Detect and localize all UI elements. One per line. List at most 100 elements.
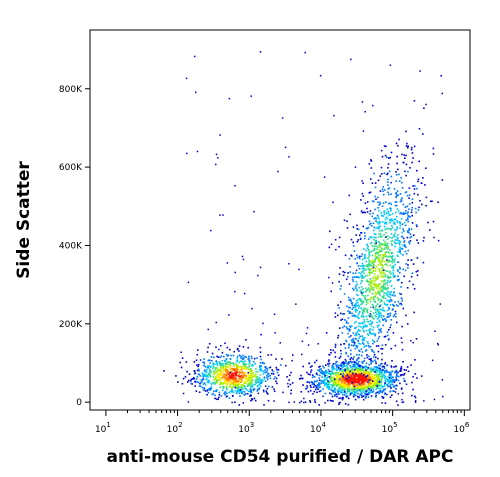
data-point — [257, 392, 260, 395]
data-point — [352, 382, 354, 384]
data-point — [360, 301, 363, 303]
data-point — [328, 387, 330, 389]
data-point — [394, 385, 396, 387]
data-point — [379, 232, 382, 235]
data-point — [329, 392, 331, 394]
data-point — [385, 378, 388, 380]
data-point — [411, 206, 413, 209]
data-point — [250, 381, 253, 383]
data-point — [266, 371, 268, 373]
data-point — [390, 294, 392, 296]
data-point — [369, 320, 372, 322]
data-point — [373, 217, 375, 220]
data-point — [358, 276, 360, 279]
data-point — [374, 374, 376, 376]
data-point — [411, 222, 414, 224]
data-point — [333, 379, 335, 381]
data-point — [371, 259, 374, 262]
data-point — [215, 390, 217, 393]
data-point — [413, 188, 416, 190]
data-point — [386, 309, 389, 312]
data-point — [394, 263, 396, 266]
data-point — [364, 378, 366, 380]
data-point — [388, 202, 390, 205]
data-point — [206, 393, 208, 396]
data-point — [335, 248, 337, 251]
data-point — [365, 350, 367, 352]
data-point — [314, 361, 316, 364]
data-point — [381, 243, 383, 245]
data-point — [363, 319, 366, 321]
data-point — [369, 332, 372, 334]
data-point — [416, 187, 418, 190]
data-point — [217, 157, 219, 159]
data-point — [392, 269, 395, 272]
data-point — [275, 380, 277, 383]
data-point — [361, 271, 363, 273]
data-point — [352, 332, 355, 334]
data-point — [354, 347, 357, 350]
data-point — [249, 369, 251, 372]
data-point — [341, 369, 343, 372]
data-point — [368, 223, 371, 226]
data-point — [316, 373, 319, 376]
data-point — [415, 270, 418, 273]
data-point — [335, 393, 338, 395]
data-point — [222, 214, 224, 216]
data-point — [309, 400, 311, 402]
data-point — [186, 152, 188, 155]
data-point — [235, 368, 237, 371]
data-point — [407, 145, 409, 148]
data-point — [364, 235, 366, 237]
data-point — [259, 365, 261, 367]
data-point — [201, 379, 204, 381]
data-point — [232, 374, 235, 376]
data-point — [374, 333, 376, 335]
data-point — [212, 376, 215, 378]
data-point — [396, 374, 398, 377]
data-point — [356, 345, 359, 347]
data-point — [372, 391, 374, 393]
data-point — [370, 362, 372, 365]
data-point — [335, 371, 338, 374]
data-point — [408, 229, 410, 232]
data-point — [277, 374, 280, 376]
data-point — [384, 371, 386, 373]
data-point — [216, 378, 218, 381]
data-point — [357, 370, 359, 372]
data-point — [380, 250, 382, 253]
data-point — [356, 224, 358, 227]
data-point — [358, 305, 361, 307]
data-point — [246, 379, 248, 381]
data-point — [423, 236, 425, 239]
data-point — [256, 377, 258, 380]
data-point — [367, 281, 369, 283]
data-point — [212, 381, 214, 384]
data-point — [354, 371, 356, 373]
data-point — [391, 226, 394, 229]
data-point — [352, 297, 355, 300]
data-point — [358, 333, 360, 336]
data-point — [381, 205, 384, 207]
data-point — [400, 369, 402, 371]
data-point — [398, 278, 400, 281]
data-point — [374, 283, 377, 286]
data-point — [369, 376, 372, 379]
data-point — [253, 397, 256, 400]
data-point — [289, 383, 292, 386]
data-point — [395, 400, 398, 403]
data-point — [343, 362, 345, 364]
data-point — [259, 379, 262, 381]
data-point — [253, 374, 256, 376]
data-point — [249, 393, 252, 396]
data-point — [391, 266, 393, 269]
data-point — [409, 240, 412, 242]
data-point — [384, 218, 387, 221]
data-point — [361, 265, 364, 267]
data-point — [379, 294, 381, 296]
data-point — [207, 381, 210, 384]
data-point — [243, 381, 245, 384]
data-point — [374, 195, 376, 198]
data-point — [390, 203, 393, 206]
data-point — [375, 241, 377, 243]
